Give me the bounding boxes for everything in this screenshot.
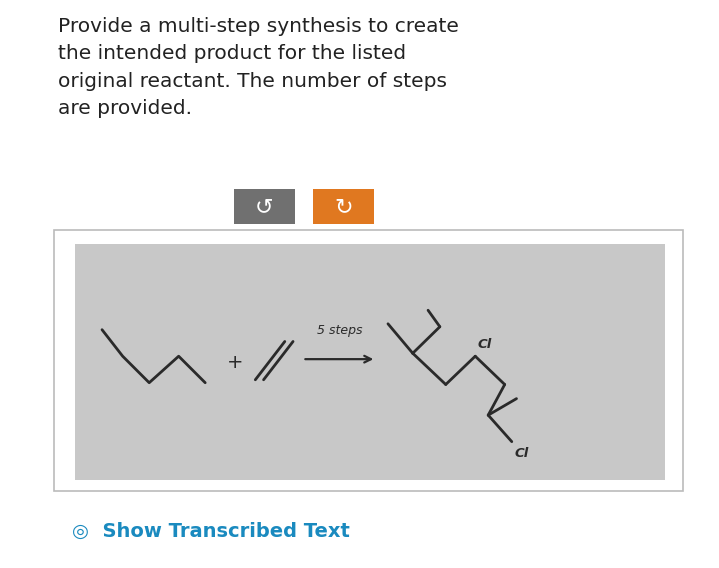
FancyBboxPatch shape <box>54 230 683 491</box>
Text: ↻: ↻ <box>334 197 352 217</box>
Text: 5 steps: 5 steps <box>316 324 362 337</box>
FancyBboxPatch shape <box>75 244 665 480</box>
Text: +: + <box>226 353 243 371</box>
Text: ↺: ↺ <box>255 197 273 217</box>
Text: Cl: Cl <box>477 339 492 352</box>
FancyBboxPatch shape <box>313 189 374 224</box>
Text: ◎  Show Transcribed Text: ◎ Show Transcribed Text <box>72 521 349 541</box>
Text: Cl: Cl <box>514 447 528 460</box>
Text: Provide a multi-step synthesis to create
the intended product for the listed
ori: Provide a multi-step synthesis to create… <box>58 17 459 118</box>
FancyBboxPatch shape <box>234 189 295 224</box>
